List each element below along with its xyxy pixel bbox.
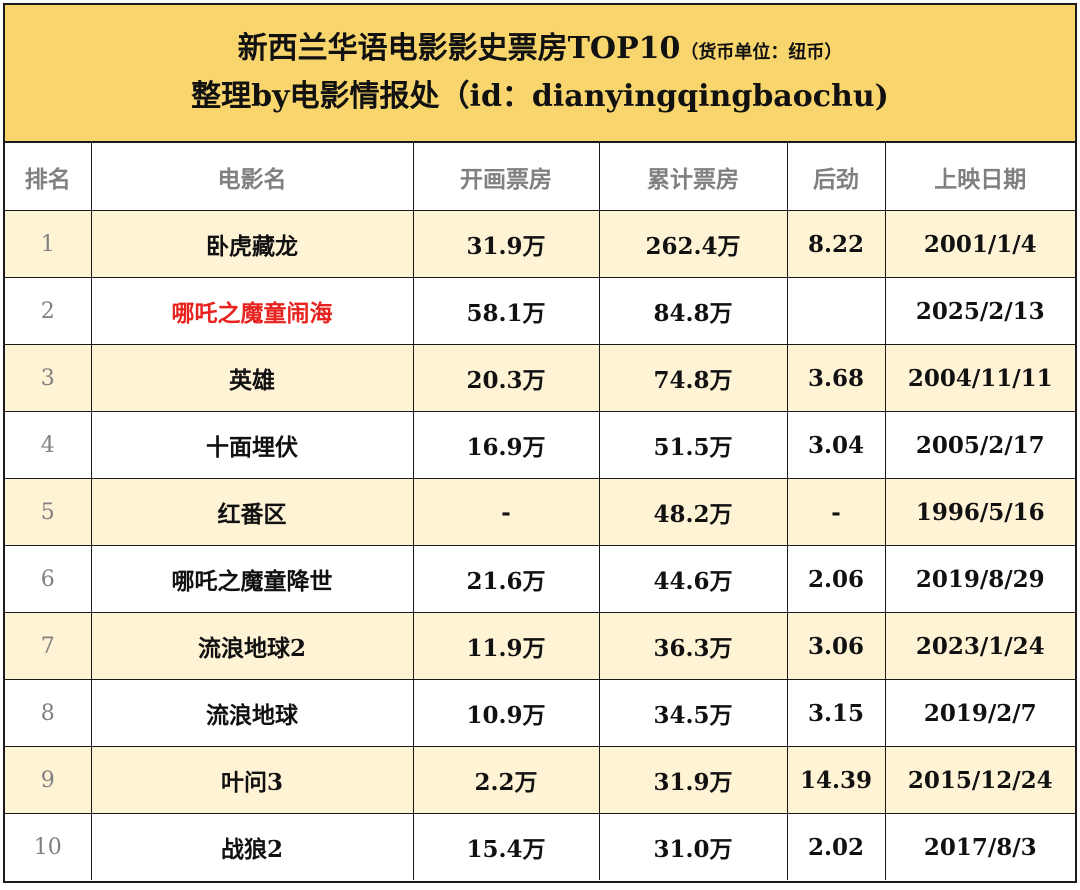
cell-rank: 6 — [5, 545, 92, 613]
cell-total: 34.5万 — [599, 679, 788, 747]
cell-date: 2015/12/24 — [885, 746, 1075, 814]
cell-multiplier: 3.68 — [787, 344, 886, 412]
cell-total: 36.3万 — [599, 612, 788, 680]
cell-opening: 21.6万 — [413, 545, 600, 613]
cell-multiplier: 2.02 — [787, 813, 886, 880]
table-row: 8 流浪地球 10.9万 34.5万 3.15 2019/2/7 — [5, 679, 1075, 747]
cell-date: 2005/2/17 — [885, 411, 1075, 479]
title-line-1: 新西兰华语电影影史票房TOP10（货币单位：纽币） — [238, 27, 843, 75]
title-line-2: 整理by电影情报处（id：dianyingqingbaochu) — [191, 79, 889, 114]
cell-date: 2004/11/11 — [885, 344, 1075, 412]
cell-multiplier: 3.04 — [787, 411, 886, 479]
title-main: 新西兰华语电影影史票房TOP10 — [237, 31, 681, 66]
cell-date: 2017/8/3 — [923, 833, 1037, 861]
table-row: 1 卧虎藏龙 31.9万 262.4万 8.22 2001/1/4 — [5, 210, 1075, 278]
cell-multiplier — [787, 277, 886, 345]
cell-movie-name: 战狼2 — [91, 813, 414, 880]
cell-opening: 16.9万 — [413, 411, 600, 479]
cell-total: 31.0万 — [599, 813, 788, 880]
cell-rank: 1 — [5, 210, 92, 278]
header-total-box-office: 累计票房 — [599, 143, 788, 211]
header-movie-name: 电影名 — [91, 143, 414, 211]
cell-opening: 11.9万 — [413, 612, 600, 680]
cell-movie-name: 叶问3 — [91, 746, 414, 814]
cell-movie-name: 流浪地球2 — [91, 612, 414, 680]
cell-rank: 3 — [5, 344, 92, 412]
table-row: 3 英雄 20.3万 74.8万 3.68 2004/11/11 — [5, 344, 1075, 412]
table-row: 9 叶问3 2.2万 31.9万 14.39 2015/12/24 — [5, 746, 1075, 814]
cell-date: 2019/2/7 — [885, 679, 1075, 747]
cell-movie-name: 流浪地球 — [91, 679, 414, 747]
cell-multiplier: - — [787, 478, 886, 546]
cell-total: 48.2万 — [599, 478, 788, 546]
cell-rank: 8 — [5, 679, 92, 747]
cell-rank: 4 — [5, 411, 92, 479]
currency-note: （货币单位：纽币） — [680, 42, 843, 63]
cell-opening: 31.9万 — [413, 210, 600, 278]
table-row: 6 哪吒之魔童降世 21.6万 44.6万 2.06 2019/8/29 — [5, 545, 1075, 613]
title-banner: 新西兰华语电影影史票房TOP10（货币单位：纽币） 整理by电影情报处（id：d… — [5, 5, 1075, 143]
header-rank: 排名 — [5, 143, 92, 211]
table-row: 10 战狼2 15.4万 31.0万 2.02 2017/8/3 — [5, 813, 1075, 880]
cell-rank: 7 — [5, 612, 92, 680]
cell-multiplier: 8.22 — [787, 210, 886, 278]
cell-date: 2023/1/24 — [885, 612, 1075, 680]
cell-opening: 20.3万 — [413, 344, 600, 412]
cell-date: 2019/8/29 — [885, 545, 1075, 613]
cell-opening: 15.4万 — [413, 813, 600, 880]
cell-movie-name: 卧虎藏龙 — [91, 210, 414, 278]
cell-multiplier: 3.06 — [787, 612, 886, 680]
cell-total: 84.8万 — [599, 277, 788, 345]
cell-rank: 5 — [5, 478, 92, 546]
table-header-row: 排名 电影名 开画票房 累计票房 后劲 上映日期 — [5, 143, 1075, 211]
cell-total: 44.6万 — [599, 545, 788, 613]
cell-movie-name-highlighted: 哪吒之魔童闹海 — [91, 277, 414, 345]
cell-rank: 9 — [5, 746, 92, 814]
cell-total: 31.9万 — [599, 746, 788, 814]
cell-rank: 10 — [5, 813, 92, 880]
cell-total: 51.5万 — [599, 411, 788, 479]
cell-movie-name: 红番区 — [91, 478, 414, 546]
cell-movie-name: 十面埋伏 — [91, 411, 414, 479]
table-row: 7 流浪地球2 11.9万 36.3万 3.06 2023/1/24 — [5, 612, 1075, 680]
table-row: 4 十面埋伏 16.9万 51.5万 3.04 2005/2/17 — [5, 411, 1075, 479]
cell-date: 1996/5/16 — [885, 478, 1075, 546]
cell-total: 74.8万 — [599, 344, 788, 412]
cell-date: 2025/2/13 — [885, 277, 1075, 345]
header-release-date: 上映日期 — [885, 143, 1075, 211]
cell-opening: - — [413, 478, 600, 546]
cell-total: 262.4万 — [599, 210, 788, 278]
header-multiplier: 后劲 — [787, 143, 886, 211]
table-row: 5 红番区 - 48.2万 - 1996/5/16 — [5, 478, 1075, 546]
cell-opening: 10.9万 — [413, 679, 600, 747]
cell-rank: 2 — [5, 277, 92, 345]
header-opening-box-office: 开画票房 — [413, 143, 600, 211]
cell-multiplier: 14.39 — [787, 746, 886, 814]
box-office-table: 排名 电影名 开画票房 累计票房 后劲 上映日期 1 卧虎藏龙 31.9万 26… — [5, 143, 1075, 880]
cell-multiplier: 2.06 — [787, 545, 886, 613]
cell-opening: 58.1万 — [413, 277, 600, 345]
box-office-table-card: 新西兰华语电影影史票房TOP10（货币单位：纽币） 整理by电影情报处（id：d… — [3, 3, 1077, 883]
cell-multiplier: 3.15 — [787, 679, 886, 747]
cell-movie-name: 英雄 — [91, 344, 414, 412]
cell-movie-name: 哪吒之魔童降世 — [91, 545, 414, 613]
cell-date: 2001/1/4 — [885, 210, 1075, 278]
table-row: 2 哪吒之魔童闹海 58.1万 84.8万 2025/2/13 — [5, 277, 1075, 345]
cell-opening: 2.2万 — [413, 746, 600, 814]
